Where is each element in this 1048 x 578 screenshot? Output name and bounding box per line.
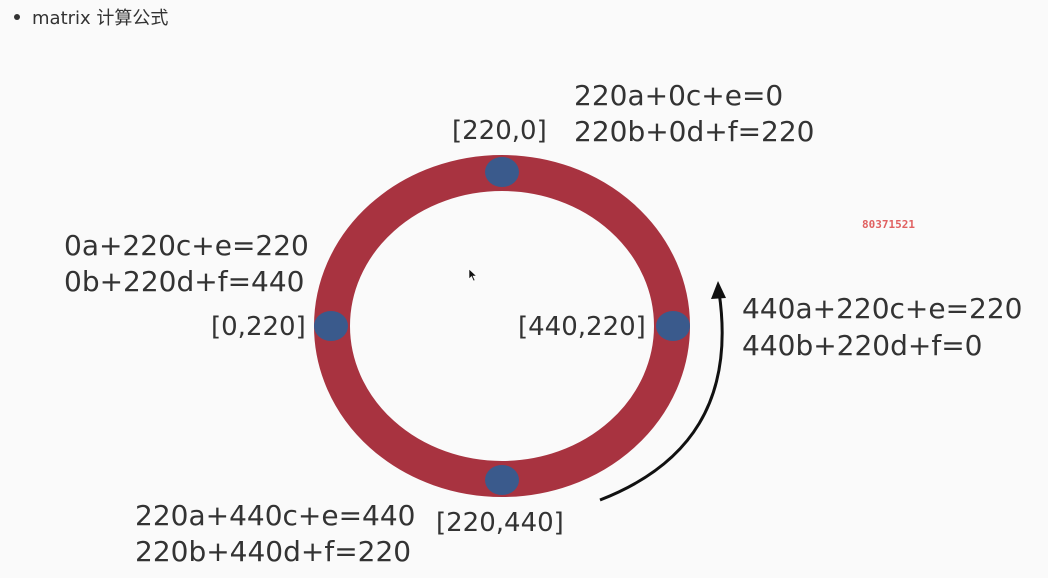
equation-bottom-2: 220b+440d+f=220 xyxy=(135,535,412,568)
equation-right-2: 440b+220d+f=0 xyxy=(742,329,983,362)
point-top xyxy=(485,157,519,187)
equation-right-1: 440a+220c+e=220 xyxy=(742,292,1023,325)
bullet-dot-icon xyxy=(14,14,20,20)
bullet-text: matrix 计算公式 xyxy=(32,8,169,29)
equation-bottom-1: 220a+440c+e=440 xyxy=(135,499,416,532)
equation-left-2: 0b+220d+f=440 xyxy=(64,265,305,298)
rotation-arrow xyxy=(599,291,724,502)
label-bottom: [220,440] xyxy=(436,508,564,538)
point-right xyxy=(656,311,690,341)
label-top: [220,0] xyxy=(452,116,547,146)
bullet-item: matrix 计算公式 xyxy=(14,4,168,30)
point-left xyxy=(314,311,348,341)
label-right: [440,220] xyxy=(518,312,646,342)
label-left: [0,220] xyxy=(211,312,306,342)
arrow-head-icon xyxy=(711,281,726,299)
equation-left-1: 0a+220c+e=220 xyxy=(64,229,309,262)
equation-top-2: 220b+0d+f=220 xyxy=(574,115,815,148)
point-bottom xyxy=(485,465,519,495)
mouse-cursor-icon xyxy=(468,268,478,282)
equation-top-1: 220a+0c+e=0 xyxy=(574,79,784,112)
watermark: 80371521 xyxy=(862,218,915,231)
